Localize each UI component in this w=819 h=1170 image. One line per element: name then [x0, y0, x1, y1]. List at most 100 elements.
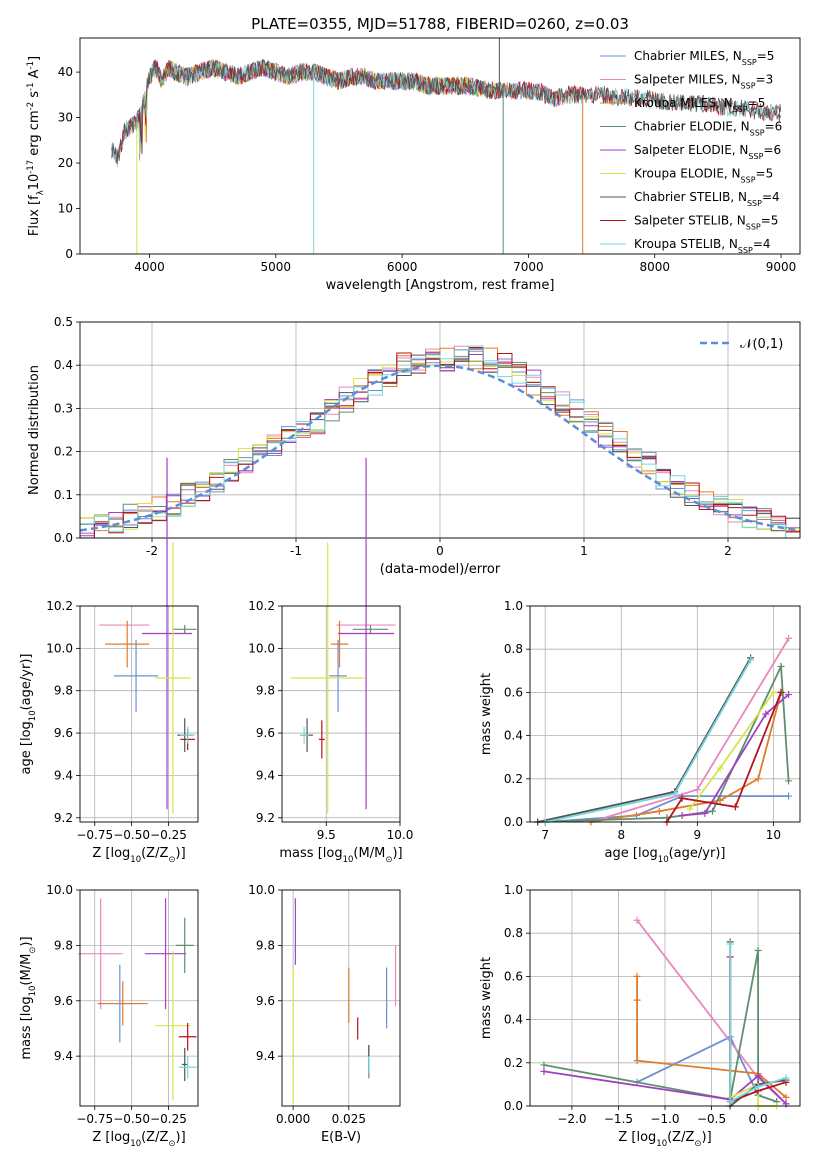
- y-tick-label: 10.0: [46, 641, 73, 655]
- x-tick-label: 4000: [134, 260, 165, 274]
- y-tick-label: 0.5: [54, 315, 73, 329]
- y-axis-label: mass [log10(M/M⊙)]: [19, 936, 38, 1059]
- x-tick-label: −1.0: [650, 1112, 679, 1126]
- axes-frame: [79, 605, 199, 823]
- weight-marker: [716, 764, 724, 772]
- x-tick-label: −0.50: [113, 828, 150, 842]
- weight-marker: [671, 790, 679, 798]
- y-tick-label: 9.4: [256, 768, 275, 782]
- legend-label: Kroupa ELODIE, NSSP=5: [634, 167, 773, 185]
- histogram-series: [79, 345, 800, 539]
- x-axis-label: Z [log10(Z/Z⊙)]: [618, 1130, 711, 1149]
- weight-marker: [754, 946, 762, 954]
- y-tick-label: 1.0: [504, 883, 523, 897]
- x-tick-label: 0: [436, 544, 444, 558]
- y-tick-label: 9.6: [54, 994, 73, 1008]
- y-tick-label: 9.8: [256, 684, 275, 698]
- y-tick-label: 10.2: [46, 599, 73, 613]
- weight-marker: [754, 1083, 762, 1091]
- weight-marker: [726, 1098, 734, 1106]
- weight-marker: [678, 794, 686, 802]
- x-tick-label: -2: [146, 544, 158, 558]
- y-tick-label: 0.3: [54, 401, 73, 415]
- y-tick-label: 40: [58, 65, 73, 79]
- x-tick-label: 0.000: [276, 1112, 310, 1126]
- axes-frame: [529, 605, 801, 823]
- x-tick-label: 9: [694, 828, 702, 842]
- weight-marker: [762, 710, 770, 718]
- y-tick-label: 0.1: [54, 488, 73, 502]
- y-tick-label: 0.8: [504, 642, 523, 656]
- weight-marker: [769, 688, 777, 696]
- x-tick-label: 0.025: [332, 1112, 366, 1126]
- legend-label: Kroupa STELIB, NSSP=4: [634, 237, 771, 255]
- x-tick-label: −0.50: [113, 1112, 150, 1126]
- weight-vs-age-panel: 7 8 9 10 0.0 0.2 0.4 0.6 0.8 1.0 age [log10(age/yr…: [479, 599, 801, 865]
- mass-vs-metallicity-panel: −0.75 −0.50 −0.25 9.4 9.6 9.8 10.0 Z [log10(Z/Z…: [19, 883, 199, 1149]
- age-vs-metallicity-panel: −0.75 −0.50 −0.25 9.2 9.4 9.6 9.8 10.0 10.2 Z [lo…: [19, 457, 199, 865]
- weight-marker: [785, 691, 793, 699]
- y-tick-label: 9.8: [54, 938, 73, 952]
- x-axis-label: mass [log10(M/M⊙)]: [279, 846, 402, 865]
- weight-marker: [777, 688, 785, 696]
- y-axis-label: age [log10(age/yr)]: [19, 654, 38, 775]
- weight-line: [590, 692, 782, 823]
- weight-marker: [633, 972, 641, 980]
- weight-marker: [777, 662, 785, 670]
- y-tick-label: 0.0: [504, 1099, 523, 1113]
- legend-label: Salpeter STELIB, NSSP=5: [634, 214, 778, 232]
- x-tick-label: 7: [541, 828, 549, 842]
- y-tick-label: 10.2: [248, 599, 275, 613]
- y-tick-label: 0.2: [504, 1056, 523, 1070]
- y-tick-label: 10.0: [46, 883, 73, 897]
- y-tick-label: 0.0: [504, 815, 523, 829]
- x-tick-label: 10.0: [387, 828, 414, 842]
- weight-line: [543, 950, 777, 1103]
- weight-marker: [709, 807, 717, 815]
- x-tick-label: −2.0: [557, 1112, 586, 1126]
- weight-marker: [540, 1067, 548, 1075]
- x-tick-label: 1: [580, 544, 588, 558]
- y-tick-label: 30: [58, 111, 73, 125]
- legend-label: 𝒩(0,1): [740, 337, 783, 352]
- x-tick-label: −0.25: [150, 828, 187, 842]
- x-tick-label: 9000: [766, 260, 797, 274]
- x-tick-label: −0.75: [76, 1112, 113, 1126]
- y-axis-label: mass weight: [479, 957, 494, 1039]
- weight-marker: [731, 803, 739, 811]
- legend-label: Salpeter MILES, NSSP=3: [634, 73, 773, 91]
- x-tick-label: 10: [766, 828, 781, 842]
- legend-label: Chabrier ELODIE, NSSP=6: [634, 120, 782, 138]
- x-axis-label: Z [log10(Z/Z⊙)]: [92, 846, 185, 865]
- weight-marker: [633, 1057, 641, 1065]
- x-tick-label: 7000: [513, 260, 544, 274]
- y-tick-label: 0.4: [504, 729, 523, 743]
- spectrum-line: [111, 58, 782, 164]
- y-tick-label: 0.2: [54, 445, 73, 459]
- weight-line: [590, 637, 790, 823]
- mass-vs-reddening-panel: 0.000 0.025 9.4 9.6 9.8 10.0 E(B-V): [248, 883, 401, 1145]
- axes-frame: [529, 889, 801, 1107]
- y-tick-label: 9.4: [54, 1049, 73, 1063]
- weight-line: [729, 944, 787, 1104]
- axes-frame: [281, 605, 401, 823]
- weight-marker: [747, 656, 755, 664]
- y-tick-label: 0: [65, 247, 73, 261]
- weight-marker: [785, 777, 793, 785]
- x-tick-label: 8000: [639, 260, 670, 274]
- weight-marker: [754, 1072, 762, 1080]
- x-tick-label: −0.75: [76, 828, 113, 842]
- x-axis-label: E(B-V): [321, 1130, 361, 1145]
- y-tick-label: 20: [58, 156, 73, 170]
- y-tick-label: 0.6: [504, 685, 523, 699]
- y-axis-label: mass weight: [479, 673, 494, 755]
- weight-line: [543, 1070, 787, 1105]
- legend-label: Salpeter ELODIE, NSSP=6: [634, 143, 781, 161]
- x-tick-label: −1.5: [604, 1112, 633, 1126]
- y-axis-label: Flux [fλ10-17 erg cm-2 s-1 A-1]: [26, 56, 46, 236]
- axes-frame: [79, 37, 801, 255]
- x-tick-label: −0.5: [697, 1112, 726, 1126]
- weight-line: [666, 692, 782, 823]
- y-tick-label: 10: [58, 202, 73, 216]
- residuals-histogram-panel: -2 -1 0 1 2 0.0 0.1 0.2 0.3 0.4 0.5 (data-model)/er…: [27, 315, 801, 577]
